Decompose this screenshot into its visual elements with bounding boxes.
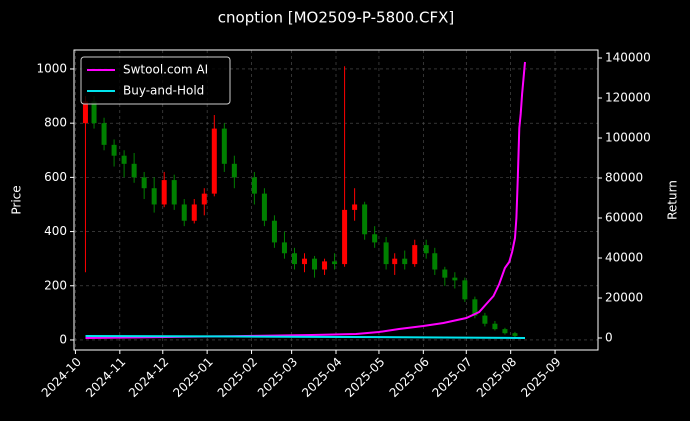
y-tick-label: 400 (44, 224, 67, 238)
candle-body (151, 188, 157, 205)
candle-body (322, 261, 328, 270)
candle-body (442, 269, 448, 278)
candle-body (211, 128, 217, 194)
x-tick-label: 2024-10 (39, 355, 84, 400)
candle-body (482, 315, 488, 324)
candle-body (191, 204, 197, 221)
y2-tick-label: 0 (605, 331, 613, 345)
candle-body (231, 163, 237, 178)
candle-body (181, 204, 187, 221)
chart-title: cnoption [MO2509-P-5800.CFX] (218, 9, 454, 27)
y2-tick-label: 80000 (605, 171, 643, 185)
y-tick-label: 800 (44, 116, 67, 130)
x-tick-label: 2025-09 (518, 355, 563, 400)
candle-body (372, 234, 378, 243)
x-tick-label: 2025-06 (387, 355, 432, 400)
candle-body (472, 299, 478, 316)
candle-body (141, 177, 147, 189)
candle-body (383, 242, 389, 265)
line-series (85, 61, 526, 339)
y2-tick-label: 20000 (605, 291, 643, 305)
legend-label: Buy-and-Hold (123, 84, 204, 98)
candle-body (502, 329, 508, 334)
plot-frame (73, 49, 599, 351)
candle-body (412, 245, 418, 265)
candle-body (82, 101, 88, 124)
candle-body (101, 123, 107, 145)
y2-tick-label: 60000 (605, 211, 643, 225)
x-tick-label: 2024-11 (83, 355, 128, 400)
candle-body (452, 277, 458, 281)
candle-body (462, 280, 468, 300)
y2-tick-label: 120000 (605, 91, 651, 105)
candle-body (291, 253, 297, 265)
y-tick-label: 0 (59, 332, 67, 346)
x-tick-label: 2024-12 (126, 355, 171, 400)
candle-body (362, 204, 368, 235)
candle-body (271, 220, 277, 243)
candle-body (492, 323, 498, 330)
candle-body (91, 101, 97, 124)
x-tick-label: 2025-03 (255, 355, 300, 400)
x-tick-label: 2025-07 (430, 355, 475, 400)
y2-tick-label: 100000 (605, 131, 651, 145)
candle-body (392, 258, 398, 265)
y-axis-label: Price (10, 185, 24, 214)
candle-body (261, 193, 267, 221)
candle-body (111, 144, 117, 156)
legend-label: Swtool.com AI (123, 63, 208, 77)
x-tick-label: 2025-05 (342, 355, 387, 400)
candle-body (342, 209, 348, 265)
x-tick-label: 2025-01 (170, 355, 215, 400)
candle-body (432, 253, 438, 270)
candle-body (131, 163, 137, 178)
y2-tick-label: 40000 (605, 251, 643, 265)
candle-body (221, 128, 227, 164)
candle-body (512, 333, 518, 336)
y2-tick-label: 140000 (605, 51, 651, 65)
x-tick-label: 2025-02 (215, 355, 260, 400)
y-tick-label: 1000 (36, 61, 67, 75)
x-tick-label: 2025-04 (299, 355, 344, 400)
candle-body (312, 258, 318, 270)
y-tick-label: 600 (44, 170, 67, 184)
candle-body (281, 242, 287, 254)
candle-body (302, 258, 308, 265)
candle-body (161, 180, 167, 205)
legend-box (80, 56, 231, 105)
line-series (85, 335, 526, 339)
candle-body (402, 258, 408, 265)
candle-body (121, 155, 127, 164)
candle-body (423, 245, 429, 254)
x-tick-label: 2025-08 (474, 355, 519, 400)
candle-body (251, 177, 257, 194)
candle-body (171, 180, 177, 205)
y2-axis-label: Return (666, 180, 680, 220)
candle-body (201, 193, 207, 205)
candle-body (332, 261, 338, 265)
legend: Swtool.com AI Buy-and-Hold (80, 56, 231, 105)
y-tick-label: 200 (44, 278, 67, 292)
candle-body (352, 204, 358, 210)
